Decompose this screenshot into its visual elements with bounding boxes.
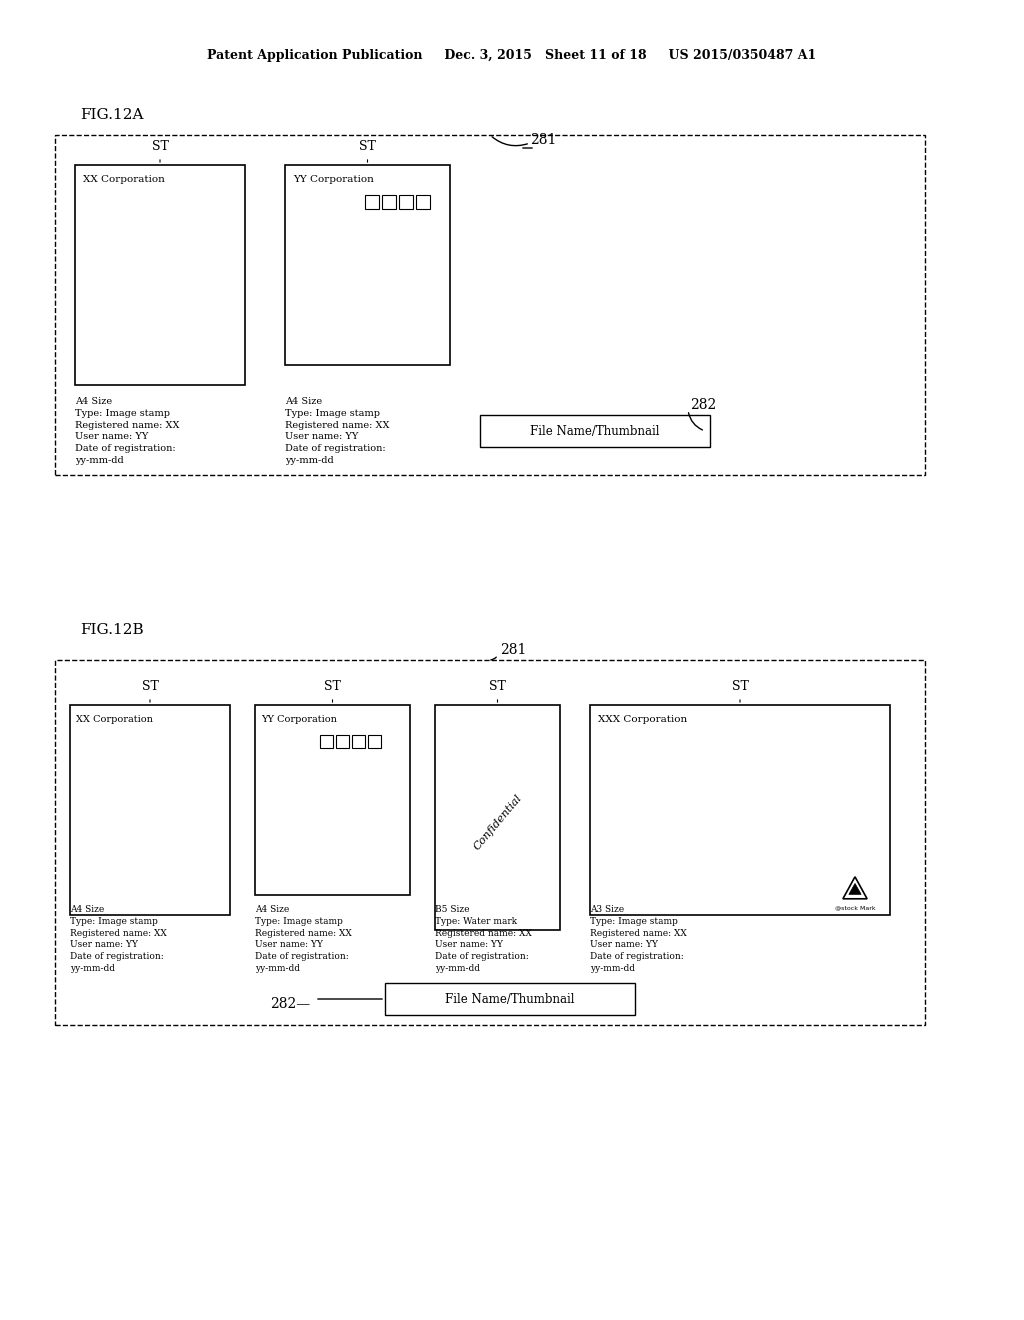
Text: Patent Application Publication     Dec. 3, 2015   Sheet 11 of 18     US 2015/035: Patent Application Publication Dec. 3, 2… (208, 49, 816, 62)
Text: A4 Size
Type: Image stamp
Registered name: XX
User name: YY
Date of registration: A4 Size Type: Image stamp Registered nam… (255, 906, 352, 973)
Text: 281: 281 (530, 133, 556, 147)
Bar (399, 195, 413, 209)
Polygon shape (849, 883, 861, 895)
Bar (55, 135, 925, 475)
Bar (480, 414, 710, 447)
Text: Confidential: Confidential (471, 793, 523, 853)
Bar (382, 195, 396, 209)
Bar (55, 660, 925, 1026)
Bar (352, 735, 365, 748)
Bar (70, 705, 230, 915)
Text: FIG.12B: FIG.12B (80, 623, 143, 638)
Text: 282—: 282— (270, 997, 310, 1011)
Text: XX Corporation: XX Corporation (76, 715, 153, 725)
Text: YY Corporation: YY Corporation (293, 176, 374, 185)
Text: A4 Size
Type: Image stamp
Registered name: XX
User name: YY
Date of registration: A4 Size Type: Image stamp Registered nam… (285, 397, 389, 465)
Text: XX Corporation: XX Corporation (83, 176, 165, 185)
Bar (385, 983, 635, 1015)
Text: ST: ST (489, 681, 506, 693)
Text: @stock Mark: @stock Mark (835, 906, 876, 911)
Text: ST: ST (731, 681, 749, 693)
Text: ST: ST (359, 140, 376, 153)
Bar (75, 165, 245, 385)
Text: ST: ST (324, 681, 341, 693)
Text: B5 Size
Type: Water mark
Registered name: XX
User name: YY
Date of registration:: B5 Size Type: Water mark Registered name… (435, 906, 531, 973)
Text: A4 Size
Type: Image stamp
Registered name: XX
User name: YY
Date of registration: A4 Size Type: Image stamp Registered nam… (70, 906, 167, 973)
Text: File Name/Thumbnail: File Name/Thumbnail (530, 425, 659, 437)
Bar (255, 705, 410, 895)
Bar (416, 195, 430, 209)
Bar (285, 165, 450, 366)
Bar (368, 735, 381, 748)
Text: 281: 281 (500, 643, 526, 657)
Bar (336, 735, 349, 748)
Text: A4 Size
Type: Image stamp
Registered name: XX
User name: YY
Date of registration: A4 Size Type: Image stamp Registered nam… (75, 397, 179, 465)
Bar (590, 705, 890, 915)
Text: File Name/Thumbnail: File Name/Thumbnail (445, 993, 574, 1006)
Text: ST: ST (141, 681, 159, 693)
Text: 282: 282 (690, 399, 716, 412)
Text: ST: ST (152, 140, 168, 153)
Bar (319, 735, 333, 748)
Text: XXX Corporation: XXX Corporation (598, 715, 687, 725)
Text: FIG.12A: FIG.12A (80, 108, 143, 121)
Text: A3 Size
Type: Image stamp
Registered name: XX
User name: YY
Date of registration: A3 Size Type: Image stamp Registered nam… (590, 906, 687, 973)
Text: YY Corporation: YY Corporation (261, 715, 337, 725)
Bar (365, 195, 379, 209)
Bar (435, 705, 560, 931)
